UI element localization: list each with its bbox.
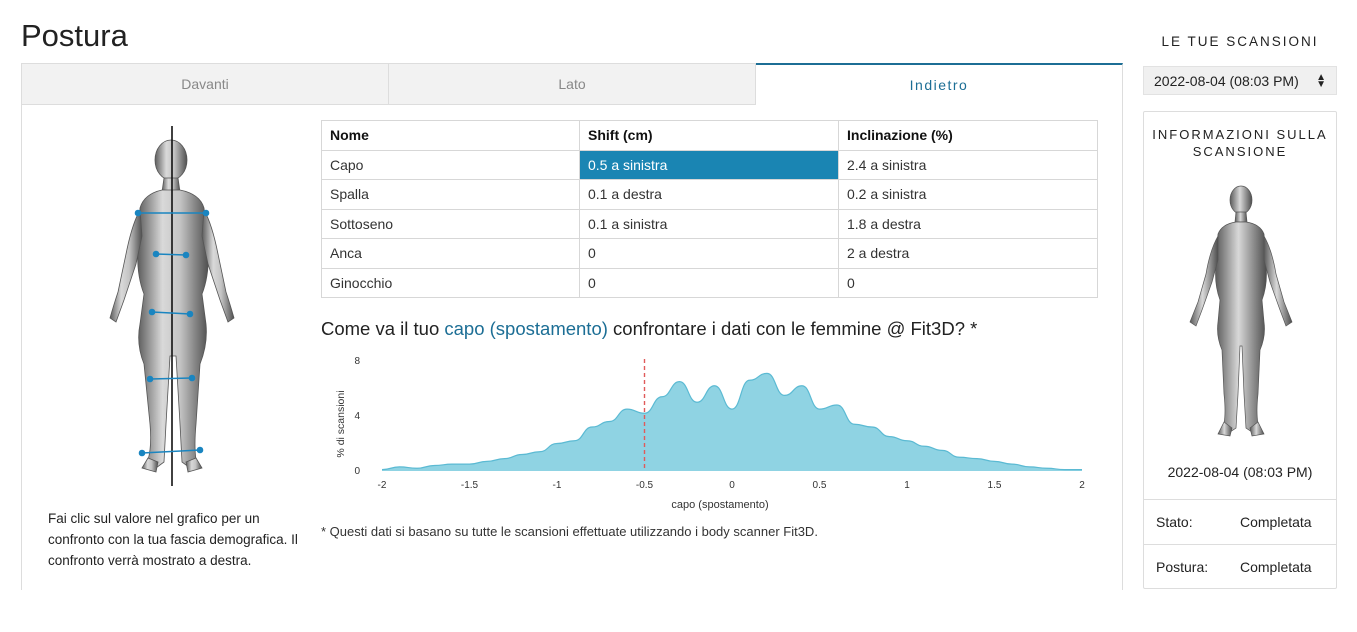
posture-status-value: Completata: [1240, 559, 1312, 575]
shift-value[interactable]: 0: [579, 267, 839, 298]
table-row: Spalla 0.1 a destra 0.2 a sinistra: [321, 179, 1098, 210]
row-name: Sottoseno: [321, 208, 580, 239]
row-name: Anca: [321, 238, 580, 269]
shift-value[interactable]: 0.1 a destra: [579, 179, 839, 210]
table-row: Capo 0.5 a sinistra 2.4 a sinistra: [321, 149, 1098, 180]
column-header-nome: Nome: [321, 120, 580, 151]
x-axis-label: capo (spostamento): [671, 499, 768, 511]
posture-status-row: Postura: Completata: [1144, 544, 1336, 589]
shift-value[interactable]: 0: [579, 238, 839, 269]
inclination-value[interactable]: 1.8 a destra: [838, 208, 1098, 239]
x-tick-label: -1: [553, 480, 562, 491]
row-name: Ginocchio: [321, 267, 580, 298]
column-header-inclinazione: Inclinazione (%): [838, 120, 1098, 151]
x-tick-label: 1: [904, 480, 910, 491]
x-tick-label: 2: [1079, 480, 1085, 491]
select-arrows-icon: ▲ ▼: [1316, 71, 1326, 90]
scans-title: LE TUE SCANSIONI: [1161, 34, 1319, 49]
scan-select[interactable]: 2022-08-04 (08:03 PM) ▲ ▼: [1143, 66, 1337, 95]
shift-value-selected[interactable]: 0.5 a sinistra: [579, 149, 839, 180]
x-tick-label: 0.5: [813, 480, 827, 491]
y-axis-label: % di scansioni: [335, 390, 347, 457]
x-tick-label: -0.5: [636, 480, 654, 491]
scan-select-value: 2022-08-04 (08:03 PM): [1154, 72, 1299, 89]
table-row: Ginocchio 0 0: [321, 267, 1098, 298]
inclination-value[interactable]: 0: [838, 267, 1098, 298]
distribution-chart[interactable]: -2 -1.5 -1 -0.5 0 0.5 1 1.5 2 0 4 8 capo (spostament…: [322, 349, 1092, 515]
page-title: Postura: [21, 18, 128, 53]
table-row: Sottoseno 0.1 a sinistra 1.8 a destra: [321, 208, 1098, 239]
status-label: Stato:: [1156, 514, 1193, 530]
status-row: Stato: Completata: [1144, 499, 1336, 544]
table-header-row: Nome Shift (cm) Inclinazione (%): [321, 120, 1098, 151]
body-front-figure: [1189, 185, 1293, 437]
distribution-line: [381, 372, 1082, 471]
inclination-value[interactable]: 2.4 a sinistra: [838, 149, 1098, 180]
posture-panel: Fai clic sul valore nel grafico per un c…: [21, 104, 1123, 590]
x-tick-label: -2: [378, 480, 387, 491]
inclination-value[interactable]: 0.2 a sinistra: [838, 179, 1098, 210]
y-tick-label: 8: [354, 356, 360, 367]
x-tick-label: 0: [729, 480, 735, 491]
scan-date: 2022-08-04 (08:03 PM): [1167, 464, 1313, 480]
comparison-question: Come va il tuo capo (spostamento) confro…: [321, 318, 977, 340]
row-name: Capo: [321, 149, 580, 180]
table-row: Anca 0 2 a destra: [321, 238, 1098, 269]
status-value: Completata: [1240, 514, 1312, 530]
posture-table: Nome Shift (cm) Inclinazione (%) Capo 0.…: [321, 120, 1098, 298]
posture-status-label: Postura:: [1156, 559, 1209, 575]
tab-indietro[interactable]: Indietro: [756, 63, 1123, 105]
inclination-value[interactable]: 2 a destra: [838, 238, 1098, 269]
y-tick-label: 4: [354, 411, 360, 422]
row-name: Spalla: [321, 179, 580, 210]
comparison-suffix: confrontare i dati con le femmine @ Fit3…: [613, 318, 978, 339]
comparison-metric: capo (spostamento): [444, 318, 608, 339]
y-tick-label: 0: [354, 466, 360, 477]
data-footnote: * Questi dati si basano su tutte le scan…: [321, 524, 818, 539]
scan-info-card: INFORMAZIONI SULLA SCANSIONE 2022-08-04 …: [1143, 111, 1337, 589]
tab-davanti[interactable]: Davanti: [21, 63, 389, 105]
comparison-prefix: Come va il tuo: [321, 318, 440, 339]
shift-value[interactable]: 0.1 a sinistra: [579, 208, 839, 239]
body-back-figure: [109, 126, 235, 486]
chart-hint: Fai clic sul valore nel grafico per un c…: [48, 511, 298, 568]
column-header-shift: Shift (cm): [579, 120, 839, 151]
tab-lato[interactable]: Lato: [389, 63, 756, 105]
scan-info-title: INFORMAZIONI SULLA SCANSIONE: [1152, 127, 1328, 159]
x-tick-label: 1.5: [988, 480, 1002, 491]
distribution-area[interactable]: [382, 373, 1082, 471]
x-tick-label: -1.5: [461, 480, 479, 491]
view-tabs: Davanti Lato Indietro: [21, 63, 1123, 105]
